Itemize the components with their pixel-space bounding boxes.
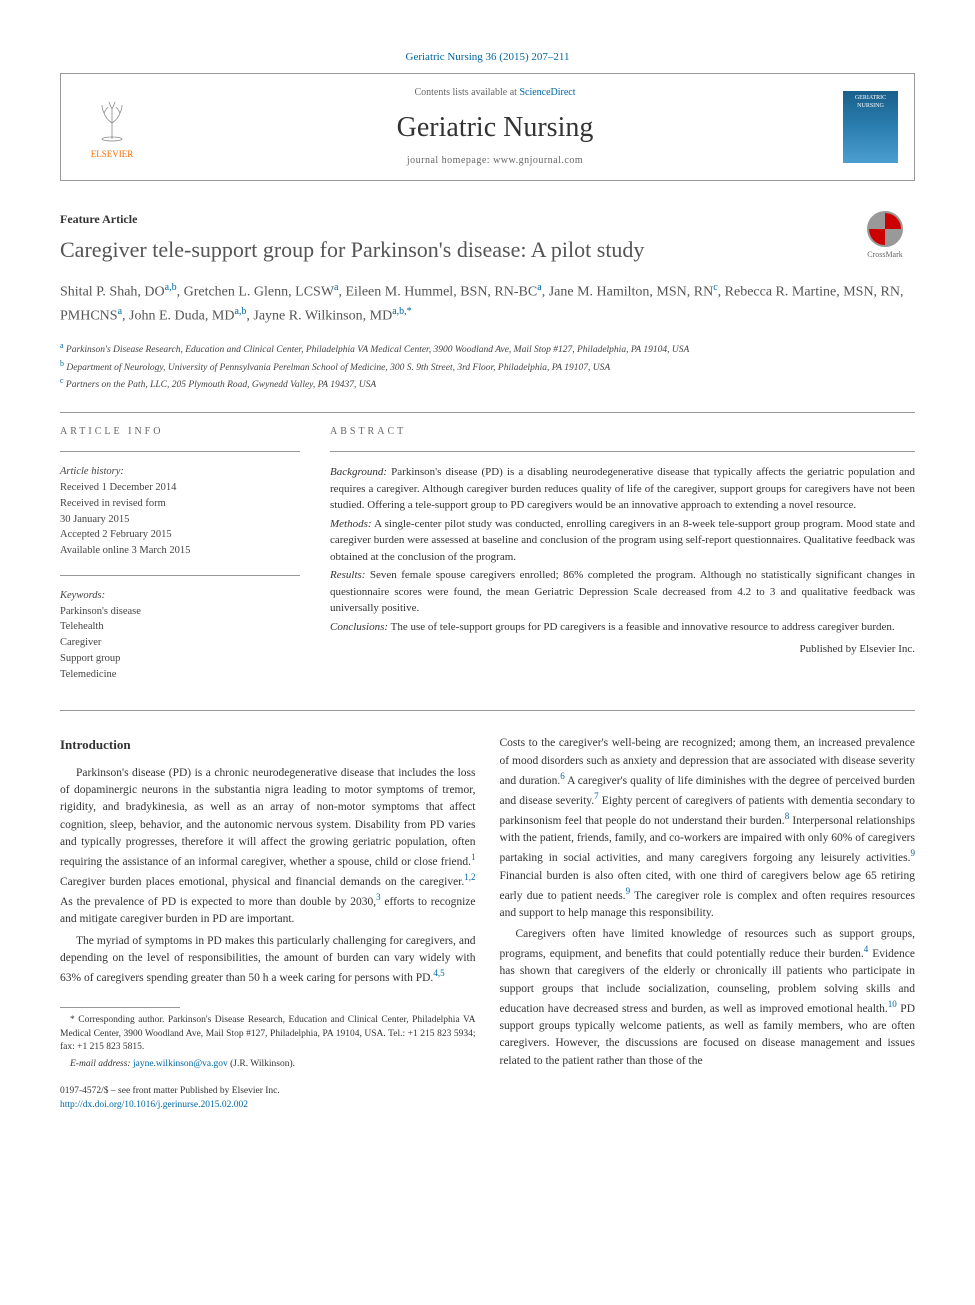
abstract-header: ABSTRACT [330,425,915,439]
journal-cover-thumbnail[interactable]: GERIATRIC NURSING [843,91,898,163]
body-paragraph: Caregivers often have limited knowledge … [500,926,916,1070]
article-title: Caregiver tele-support group for Parkins… [60,235,915,266]
authors-list: Shital P. Shah, DOa,b, Gretchen L. Glenn… [60,280,915,328]
keyword: Parkinson's disease [60,604,300,620]
corresponding-author-note: * Corresponding author. Parkinson's Dise… [60,1014,476,1054]
body-paragraph: Parkinson's disease (PD) is a chronic ne… [60,765,476,929]
abstract-section: ABSTRACT Background: Parkinson's disease… [330,425,915,698]
keyword: Support group [60,651,300,667]
ref-link[interactable]: 1,2 [464,872,475,882]
keyword: Caregiver [60,635,300,651]
history-item: Received 1 December 2014 [60,480,300,496]
elsevier-text: ELSEVIER [77,148,147,161]
elsevier-tree-icon [87,94,137,144]
ref-link[interactable]: 4,5 [433,968,444,978]
journal-name: Geriatric Nursing [147,108,843,147]
email-link[interactable]: jayne.wilkinson@va.gov [133,1059,228,1069]
sciencedirect-link[interactable]: ScienceDirect [519,87,575,98]
citation-line: Geriatric Nursing 36 (2015) 207–211 [60,50,915,65]
contents-line: Contents lists available at ScienceDirec… [147,86,843,100]
elsevier-logo[interactable]: ELSEVIER [77,94,147,161]
body-paragraph: The myriad of symptoms in PD makes this … [60,933,476,988]
history-label: Article history: [60,464,300,480]
intro-heading: Introduction [60,735,476,755]
keyword: Telemedicine [60,667,300,683]
doi-link[interactable]: http://dx.doi.org/10.1016/j.gerinurse.20… [60,1100,248,1110]
homepage-line: journal homepage: www.gnjournal.com [147,154,843,168]
footnotes: * Corresponding author. Parkinson's Dise… [60,1014,476,1071]
journal-header: ELSEVIER Contents lists available at Sci… [60,73,915,180]
affiliations: a Parkinson's Disease Research, Educatio… [60,340,915,392]
header-center: Contents lists available at ScienceDirec… [147,86,843,167]
body-col-left: Introduction Parkinson's disease (PD) is… [60,735,476,1112]
history-item: Received in revised form [60,496,300,512]
article-page: Geriatric Nursing 36 (2015) 207–211 ELSE… [0,0,975,1162]
info-abstract-row: ARTICLE INFO Article history: Received 1… [60,425,915,698]
history-item: Available online 3 March 2015 [60,543,300,559]
crossmark-icon [867,211,903,247]
homepage-url[interactable]: www.gnjournal.com [493,155,583,166]
issn-line: 0197-4572/$ – see front matter Published… [60,1085,476,1098]
article-info: ARTICLE INFO Article history: Received 1… [60,425,300,698]
email-note: E-mail address: jayne.wilkinson@va.gov (… [60,1058,476,1071]
keyword: Telehealth [60,619,300,635]
published-by: Published by Elsevier Inc. [330,641,915,658]
history-item: 30 January 2015 [60,512,300,528]
article-info-header: ARTICLE INFO [60,425,300,439]
ref-link[interactable]: 9 [911,848,916,858]
article-type: Feature Article [60,211,915,228]
ref-link[interactable]: 1 [471,852,476,862]
body-columns: Introduction Parkinson's disease (PD) is… [60,735,915,1112]
keywords-label: Keywords: [60,588,300,604]
body-paragraph: Costs to the caregiver's well-being are … [500,735,916,922]
history-item: Accepted 2 February 2015 [60,527,300,543]
footer-meta: 0197-4572/$ – see front matter Published… [60,1085,476,1112]
crossmark-badge[interactable]: CrossMark [855,211,915,260]
ref-link[interactable]: 10 [888,999,897,1009]
body-col-right: Costs to the caregiver's well-being are … [500,735,916,1112]
